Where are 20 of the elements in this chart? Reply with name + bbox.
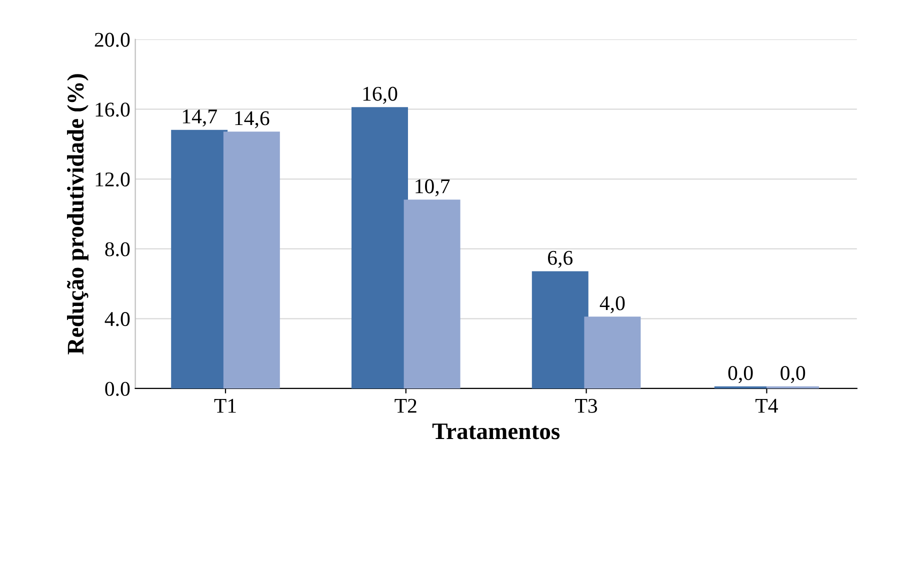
y-tick-label: 0.0 (105, 382, 130, 396)
x-tick-label: T2 (394, 398, 416, 413)
data-label: 6,6 (548, 250, 573, 268)
x-axis-title: Tratamentos (432, 424, 560, 440)
data-label: 0,0 (728, 366, 753, 384)
data-label: 10,7 (416, 179, 450, 196)
data-label: 4,0 (600, 296, 625, 314)
data-label: 14,7 (182, 110, 217, 127)
data-label: 14,6 (235, 111, 270, 128)
x-tick-label: T1 (214, 398, 236, 413)
y-tick-label: 4.0 (104, 312, 130, 326)
y-tick-label: 8.0 (105, 242, 130, 256)
y-tick-label: 20.0 (94, 32, 130, 47)
y-tick-label: 16.0 (96, 102, 130, 117)
x-tick-label: T4 (756, 398, 778, 413)
data-label: 16,0 (363, 86, 398, 104)
y-axis-title: Redução produtividade (%) (66, 74, 88, 354)
data-label: 0,0 (780, 366, 806, 384)
y-tick-label: 12.0 (96, 172, 130, 187)
x-tick-label: T3 (575, 398, 598, 413)
